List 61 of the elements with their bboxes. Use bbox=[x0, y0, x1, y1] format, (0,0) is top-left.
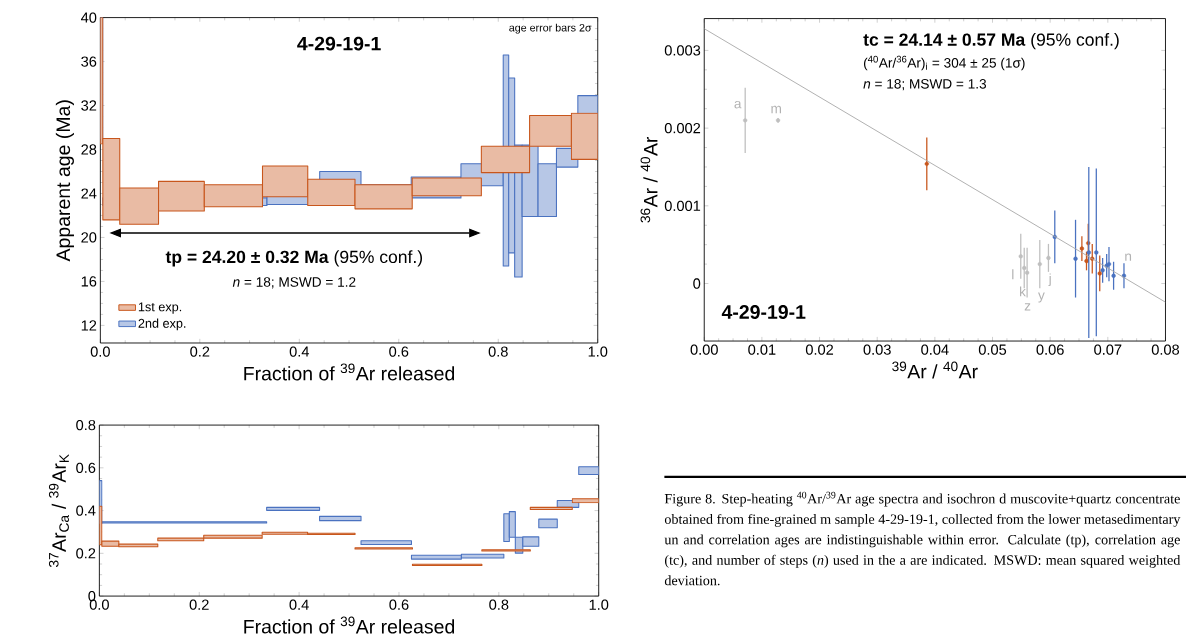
y-tick-label: 32 bbox=[81, 100, 97, 111]
x-axis-title: Fraction of $^{39}$Ar released bbox=[244, 616, 455, 634]
text: 4-29-19-1 bbox=[721, 305, 806, 319]
annotation: n = 18; MSWD = 1.3 bbox=[863, 79, 987, 91]
x-tick-label: 0.05 bbox=[978, 344, 1007, 355]
x-axis-title: $^{39}$Ar / $^{40}$Ar bbox=[892, 361, 978, 379]
x-tick-label: 0.06 bbox=[1036, 344, 1064, 355]
y-tick-label: 36 bbox=[81, 56, 97, 67]
annotation: j bbox=[1048, 273, 1051, 287]
annotation: ($^{40}$Ar/$^{36}$Ar)$_{i}$ = 304 ± 25 (1σ) bbox=[864, 55, 1025, 71]
x-tick-label: 0.03 bbox=[863, 344, 891, 355]
annotation: a bbox=[734, 100, 742, 109]
y-tick-label: 0.6 bbox=[76, 462, 96, 473]
y-tick-label: 0.001 bbox=[664, 200, 701, 211]
x-tick-label: 1.0 bbox=[588, 346, 608, 357]
annotation: y bbox=[1038, 292, 1045, 303]
legend-label: 2nd exp. bbox=[138, 318, 186, 331]
annotation: n = 18; MSWD = 1.2 bbox=[232, 277, 356, 289]
x-tick-label: 0.02 bbox=[805, 344, 834, 355]
y-tick-label: 0 bbox=[693, 278, 701, 289]
y-tick-label: 28 bbox=[81, 144, 97, 155]
text: Figure 8. Step-heating $^{40}$Ar/$^{39}$Ar age spectra and isochron d muscovite+quartz concentrate obtained from fine-grained m sample 4-29-19-1, collected from the lower metasedimentary un and correlation ages are indistinguishable within error. Calculate (tp), correlation age (tc), and number of steps (n) used in the a are indicated. MSWD: mean squared weighted deviation. bbox=[664, 491, 1181, 586]
x-tick-label: 0.6 bbox=[389, 599, 409, 610]
x-tick-label: 0.4 bbox=[289, 599, 309, 610]
annotation: l bbox=[1012, 269, 1014, 280]
x-tick-label: 0.07 bbox=[1094, 344, 1122, 355]
annotation: z bbox=[1024, 303, 1031, 311]
annotation: m bbox=[771, 105, 781, 114]
text: 4-29-19-1 bbox=[297, 36, 381, 51]
annotation: tp = 24.20 ± 0.32 Ma (95% conf.) bbox=[165, 250, 423, 267]
y-tick-label: 40 bbox=[81, 12, 97, 23]
y-tick-label: 20 bbox=[81, 232, 97, 243]
y-axis-title: Apparent age (Ma) bbox=[55, 100, 74, 262]
x-tick-label: 0.8 bbox=[488, 346, 508, 357]
y-tick-label: 0.4 bbox=[76, 505, 96, 516]
x-tick-label: 0.08 bbox=[1151, 344, 1180, 355]
y-tick-label: 0.002 bbox=[664, 122, 701, 134]
x-tick-label: 0.6 bbox=[389, 346, 409, 357]
x-axis-title: Fraction of $^{39}$Ar released bbox=[244, 363, 455, 381]
y-tick-label: 12 bbox=[81, 320, 97, 331]
x-tick-label: 0.01 bbox=[748, 344, 776, 355]
x-tick-label: 0.2 bbox=[189, 599, 209, 610]
x-tick-label: 1.0 bbox=[589, 599, 609, 610]
annotation: tc = 24.14 ± 0.57 Ma (95% conf.) bbox=[863, 32, 1119, 50]
x-tick-label: 0.4 bbox=[289, 346, 310, 357]
y-tick-label: 0.8 bbox=[76, 419, 96, 431]
annotation: age error bars 2σ bbox=[509, 23, 592, 34]
x-tick-label: 0.8 bbox=[489, 599, 509, 610]
y-tick-label: 16 bbox=[81, 276, 97, 287]
x-tick-label: 0.04 bbox=[921, 344, 949, 355]
legend-label: 1st exp. bbox=[138, 302, 182, 314]
y-axis-title: $^{36}$Ar / $^{40}$Ar bbox=[640, 136, 658, 223]
y-axis-title: $^{37}$Ar$_{Ca}$ / $^{39}$Ar$_{K}$ bbox=[48, 454, 69, 568]
x-tick-label: 0.00 bbox=[690, 344, 718, 355]
y-tick-label: 0.2 bbox=[76, 548, 96, 559]
x-tick-label: 0.2 bbox=[190, 346, 210, 357]
x-tick-label: 0.0 bbox=[90, 346, 110, 357]
annotation: n bbox=[1125, 253, 1132, 261]
y-tick-label: 24 bbox=[81, 188, 97, 199]
y-tick-label: 0.003 bbox=[664, 45, 701, 56]
annotation: k bbox=[1020, 286, 1026, 297]
